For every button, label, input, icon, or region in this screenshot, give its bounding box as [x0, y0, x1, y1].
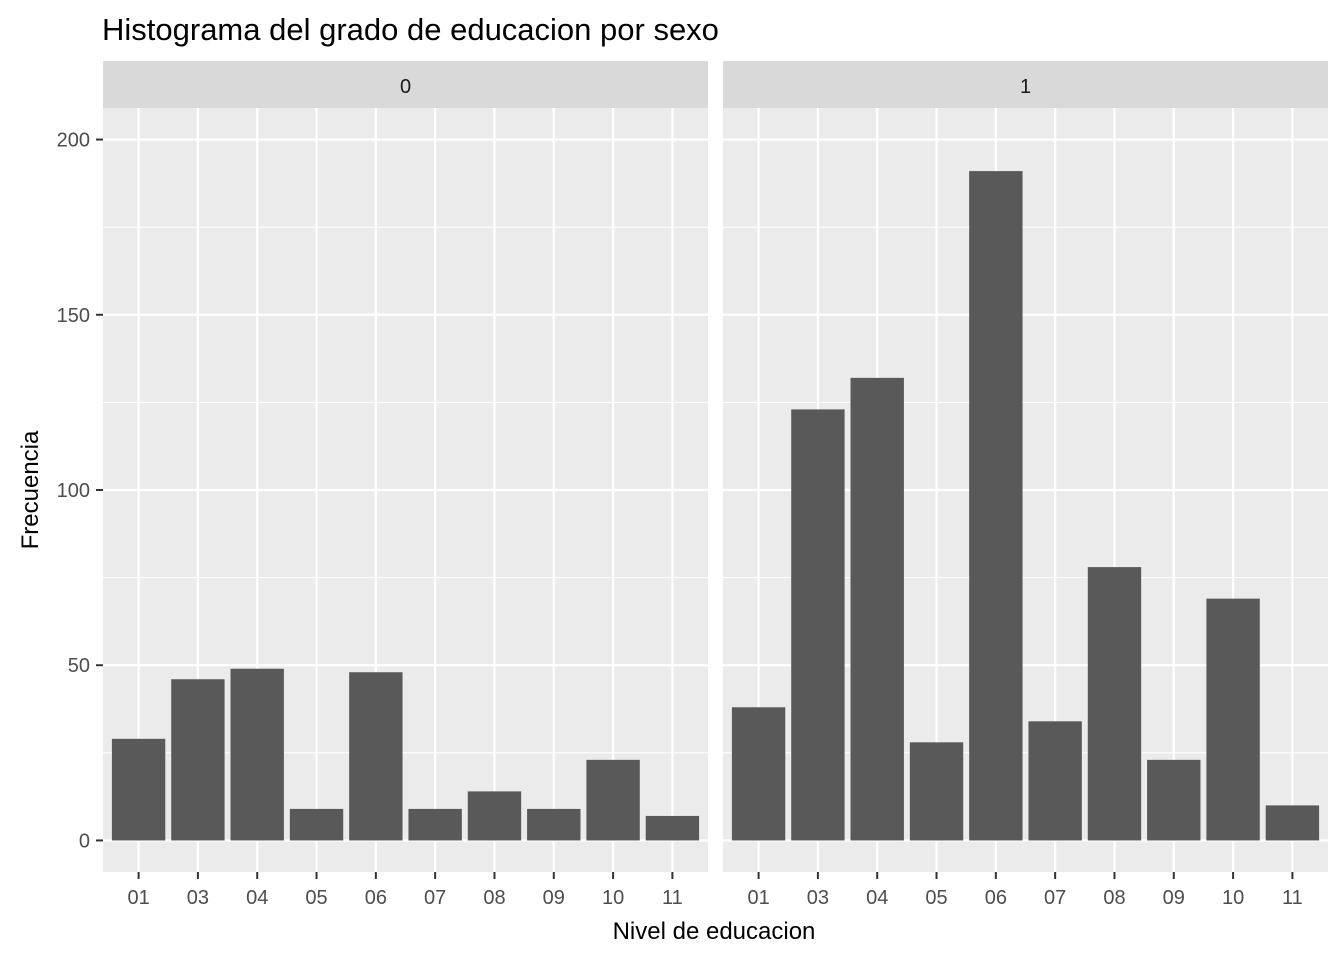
facet-strip: [723, 61, 1328, 108]
x-tick-label: 06: [985, 887, 1007, 909]
bar-0-11: [645, 815, 700, 841]
x-tick-label: 11: [662, 887, 683, 909]
bar-0-08: [467, 791, 522, 841]
x-tick-label: 09: [543, 887, 565, 909]
x-tick-label: 09: [1163, 887, 1185, 909]
x-axis-title: Nivel de educacion: [613, 918, 816, 945]
x-tick-label: 08: [483, 887, 505, 909]
x-tick-label: 04: [246, 887, 268, 909]
x-tick-label: 06: [365, 887, 387, 909]
x-tick-label: 05: [925, 887, 947, 909]
y-tick-label: 50: [68, 655, 90, 677]
bar-1-05: [909, 742, 964, 841]
bar-1-07: [1028, 721, 1082, 841]
y-tick-label: 200: [57, 130, 90, 152]
x-tick-label: 07: [1044, 887, 1066, 909]
bar-0-09: [527, 808, 581, 841]
bar-0-06: [349, 672, 403, 841]
bar-0-10: [586, 759, 640, 841]
bar-1-06: [969, 171, 1023, 841]
bar-0-05: [289, 808, 344, 841]
y-tick-label: 100: [57, 480, 90, 502]
bar-0-03: [171, 679, 225, 841]
x-tick-label: 10: [602, 887, 624, 909]
x-tick-label: 01: [127, 887, 149, 909]
x-tick-label: 03: [807, 887, 829, 909]
x-tick-label: 11: [1282, 887, 1303, 909]
bar-1-10: [1206, 598, 1260, 841]
facet-strip-label: 1: [1020, 76, 1031, 98]
bar-1-11: [1265, 805, 1320, 841]
facet-strip-label: 0: [400, 76, 411, 98]
y-tick-label: 0: [79, 830, 90, 852]
bar-1-04: [850, 377, 904, 841]
x-tick-label: 08: [1103, 887, 1125, 909]
bar-1-09: [1147, 759, 1201, 841]
bar-1-03: [791, 409, 845, 841]
bar-1-08: [1087, 567, 1142, 841]
x-tick-label: 04: [866, 887, 888, 909]
bar-0-04: [230, 668, 284, 841]
facet-strip: [103, 61, 708, 108]
x-tick-label: 10: [1222, 887, 1244, 909]
bar-0-07: [408, 808, 462, 841]
bar-1-01: [731, 707, 786, 841]
y-tick-label: 150: [57, 305, 90, 327]
chart-title: Histograma del grado de educacion por se…: [102, 12, 719, 47]
bar-0-01: [111, 738, 166, 841]
x-tick-label: 01: [747, 887, 769, 909]
x-tick-label: 03: [187, 887, 209, 909]
x-tick-label: 07: [424, 887, 446, 909]
y-axis-title: Frecuencia: [17, 430, 44, 549]
x-tick-label: 05: [305, 887, 327, 909]
